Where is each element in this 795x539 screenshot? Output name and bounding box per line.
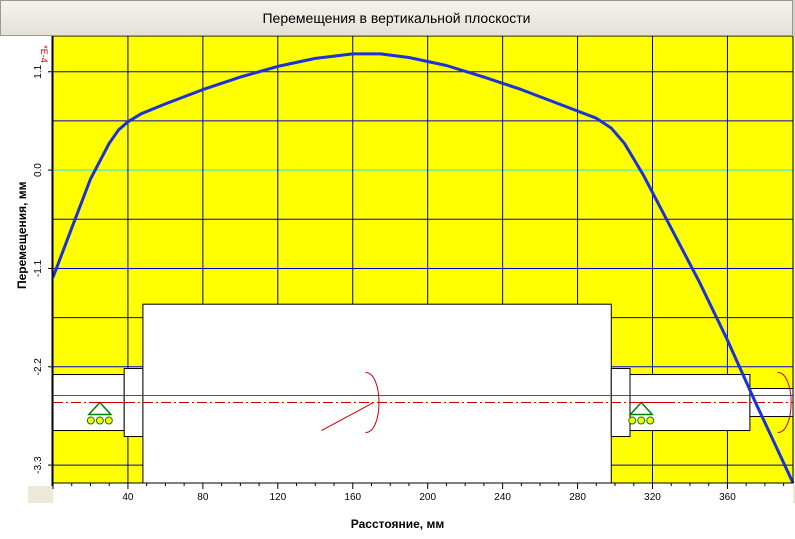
y-tick-label: 0.0 bbox=[33, 163, 44, 177]
x-tick-label: 200 bbox=[419, 492, 436, 503]
x-tick-label: 40 bbox=[122, 492, 134, 503]
bearing-roller bbox=[646, 416, 655, 425]
x-tick-label: 240 bbox=[494, 492, 511, 503]
x-axis-panel: Расстояние, мм bbox=[0, 503, 795, 539]
deflection-curve bbox=[51, 52, 795, 484]
force-arrow bbox=[321, 402, 374, 431]
bearing-icon bbox=[87, 401, 113, 416]
x-axis-strip bbox=[53, 483, 793, 503]
chart-plot: 1.1 0.0 -1.1 -2.2 -3.3 *E-4 40 80 120 160 200 240 28… bbox=[28, 36, 795, 503]
bearing-roller bbox=[637, 416, 646, 425]
shaft-section bbox=[142, 303, 612, 484]
x-tick-label: 80 bbox=[197, 492, 209, 503]
x-axis-label: Расстояние, мм bbox=[350, 517, 445, 531]
x-tick-label: 360 bbox=[719, 492, 736, 503]
x-tick-label: 320 bbox=[644, 492, 661, 503]
y-tick-label: -1.1 bbox=[33, 259, 44, 277]
chart-title-bar: Перемещения в вертикальной плоскости bbox=[0, 0, 793, 36]
y-axis-panel: Перемещения, мм bbox=[0, 36, 29, 503]
bearing-roller bbox=[628, 416, 637, 425]
x-tick-label: 120 bbox=[269, 492, 286, 503]
chart-title: Перемещения в вертикальной плоскости bbox=[262, 10, 531, 26]
y-tick-label: 1.1 bbox=[33, 64, 44, 78]
chart-frame: Перемещения, мм Расстояние, мм 1.1 0.0 -1.… bbox=[0, 36, 795, 539]
plot-border bbox=[52, 36, 794, 484]
bearing-roller bbox=[104, 416, 113, 425]
bearing-icon bbox=[628, 401, 654, 416]
bearing-roller bbox=[95, 416, 104, 425]
y-multiplier-label: *E-4 bbox=[39, 45, 49, 63]
bearing-roller bbox=[86, 416, 95, 425]
moment-icon bbox=[777, 372, 792, 434]
x-tick-label: 160 bbox=[344, 492, 361, 503]
moment-icon bbox=[365, 372, 380, 434]
y-tick-label: -2.2 bbox=[33, 358, 44, 376]
y-tick-label: -3.3 bbox=[33, 456, 44, 474]
y-axis-strip bbox=[28, 36, 53, 486]
x-tick-label: 280 bbox=[569, 492, 586, 503]
